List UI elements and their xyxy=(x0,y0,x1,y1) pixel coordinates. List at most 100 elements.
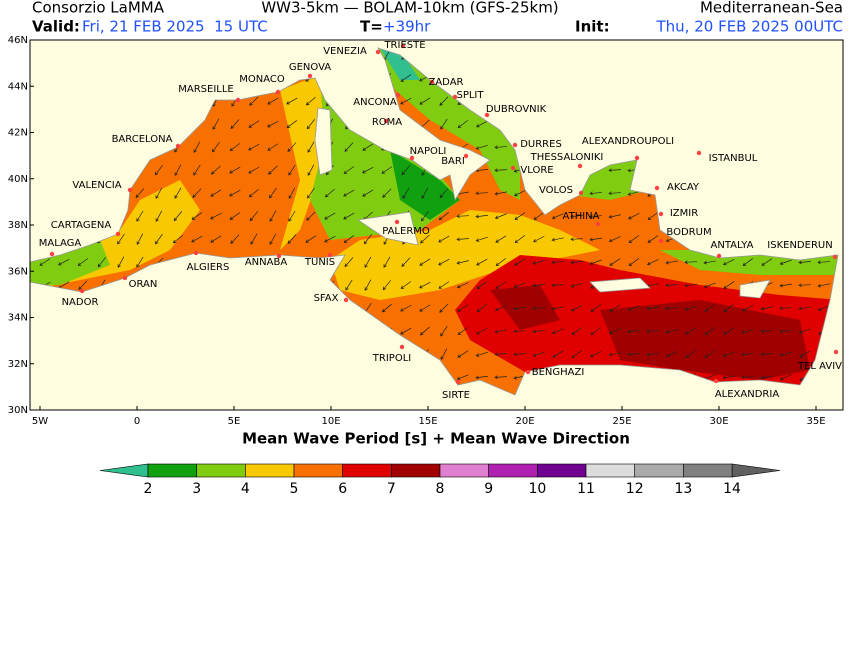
city-label: MARSEILLE xyxy=(178,84,234,95)
wave-arrow xyxy=(513,329,527,334)
wave-arrow xyxy=(589,214,603,219)
city-label: NAPOLI xyxy=(410,146,447,157)
wave-arrow xyxy=(475,236,488,242)
domain: Mediterranean-Sea xyxy=(700,0,843,17)
wave-arrow xyxy=(58,258,70,266)
city-dot xyxy=(716,253,722,259)
city-label: MALAGA xyxy=(39,238,82,249)
island xyxy=(739,279,771,299)
lat-tick-label: 40N xyxy=(8,174,28,185)
wave-arrow xyxy=(401,165,411,176)
wave-arrow xyxy=(723,304,735,313)
wave-arrow xyxy=(440,325,448,337)
wave-arrow xyxy=(495,258,506,267)
colorbar-segment xyxy=(439,463,489,478)
city-dot xyxy=(383,118,389,124)
wave-arrow xyxy=(267,97,279,105)
wave-arrow xyxy=(324,188,335,198)
wave-arrow xyxy=(419,258,431,266)
city-label: ANNABA xyxy=(245,257,288,268)
colorbar-label: 11 xyxy=(577,481,595,497)
colorbar-label: 3 xyxy=(192,481,201,497)
wave-arrow xyxy=(230,234,240,244)
wave-arrow xyxy=(551,260,565,265)
wave-arrow xyxy=(400,327,412,335)
wave-arrow xyxy=(456,237,470,242)
lon-tick-label: 35E xyxy=(806,416,825,427)
wave-arrow xyxy=(210,189,222,197)
wave-arrow xyxy=(456,260,469,265)
city-dot xyxy=(400,43,406,49)
wave-arrow xyxy=(305,235,317,243)
wave-arrow xyxy=(248,166,260,174)
colorbar-segment xyxy=(391,463,441,478)
wave-arrow xyxy=(551,213,564,220)
wave-arrow xyxy=(269,210,277,222)
wave-arrow xyxy=(703,282,716,289)
city-dot xyxy=(122,275,128,281)
city-label: BARCELONA xyxy=(112,134,173,145)
wave-arrow xyxy=(494,168,508,173)
city-label: TRIESTE xyxy=(383,40,425,51)
wave-arrow xyxy=(362,143,374,151)
city-dot xyxy=(343,297,349,303)
wave-arrow xyxy=(590,304,602,312)
wave-arrow xyxy=(381,303,392,313)
wave-arrow xyxy=(344,257,354,267)
wave-arrow xyxy=(609,304,621,312)
wave-arrow xyxy=(324,212,336,220)
wave-arrow xyxy=(476,120,488,128)
colorbar-segment xyxy=(196,463,246,478)
city-label: NADOR xyxy=(62,297,99,308)
wave-arrow xyxy=(741,352,755,357)
wave-arrow xyxy=(135,188,145,199)
wave-arrow xyxy=(684,305,697,311)
wave-arrow xyxy=(665,306,679,311)
wave-arrow xyxy=(193,141,201,153)
wave-arrow xyxy=(193,164,201,176)
wave-arrow xyxy=(419,304,431,312)
wave-arrow xyxy=(307,187,315,199)
wave-arrow xyxy=(533,212,545,220)
wave-arrow xyxy=(609,258,621,266)
wave-arrow xyxy=(570,237,584,242)
city-label: VOLOS xyxy=(539,185,573,196)
city-label: SIRTE xyxy=(442,390,470,401)
lon-tick-label: 15E xyxy=(418,416,437,427)
wave-arrow xyxy=(532,329,545,334)
wave-arrow xyxy=(590,350,602,358)
wave-arrow xyxy=(779,352,792,357)
wave-arrow xyxy=(249,96,259,106)
wave-arrow xyxy=(248,188,259,198)
colorbar-over xyxy=(731,463,781,478)
wave-arrow xyxy=(494,305,507,312)
wave-arrow xyxy=(627,329,640,334)
city-dot xyxy=(395,92,401,98)
wave-arrow xyxy=(307,164,315,176)
wave-arrow xyxy=(269,233,277,245)
city-dot xyxy=(595,221,601,227)
wave-arrow xyxy=(136,210,144,222)
wave-arrow xyxy=(532,283,546,288)
wave-arrow xyxy=(117,256,125,268)
lat-tick-label: 44N xyxy=(8,81,28,92)
wave-arrow xyxy=(344,142,354,152)
wave-arrow xyxy=(533,235,545,243)
wave-arrow xyxy=(382,280,392,291)
city-dot xyxy=(484,112,490,118)
city-label: DUBROVNIK xyxy=(486,104,547,115)
city-label: DURRES xyxy=(520,139,562,150)
wave-arrow xyxy=(306,211,316,221)
city-label: ZADAR xyxy=(428,77,463,88)
wave-arrow xyxy=(798,328,811,334)
wave-arrow xyxy=(457,304,469,312)
wave-arrow xyxy=(799,350,811,358)
wave-arrow xyxy=(229,166,241,174)
wave-arrow xyxy=(307,141,315,153)
wave-arrow xyxy=(230,119,240,130)
wave-arrow xyxy=(571,327,583,335)
wave-arrow xyxy=(685,350,697,358)
city-label: ALEXANDRIA xyxy=(715,389,780,400)
city-dot xyxy=(49,251,55,257)
